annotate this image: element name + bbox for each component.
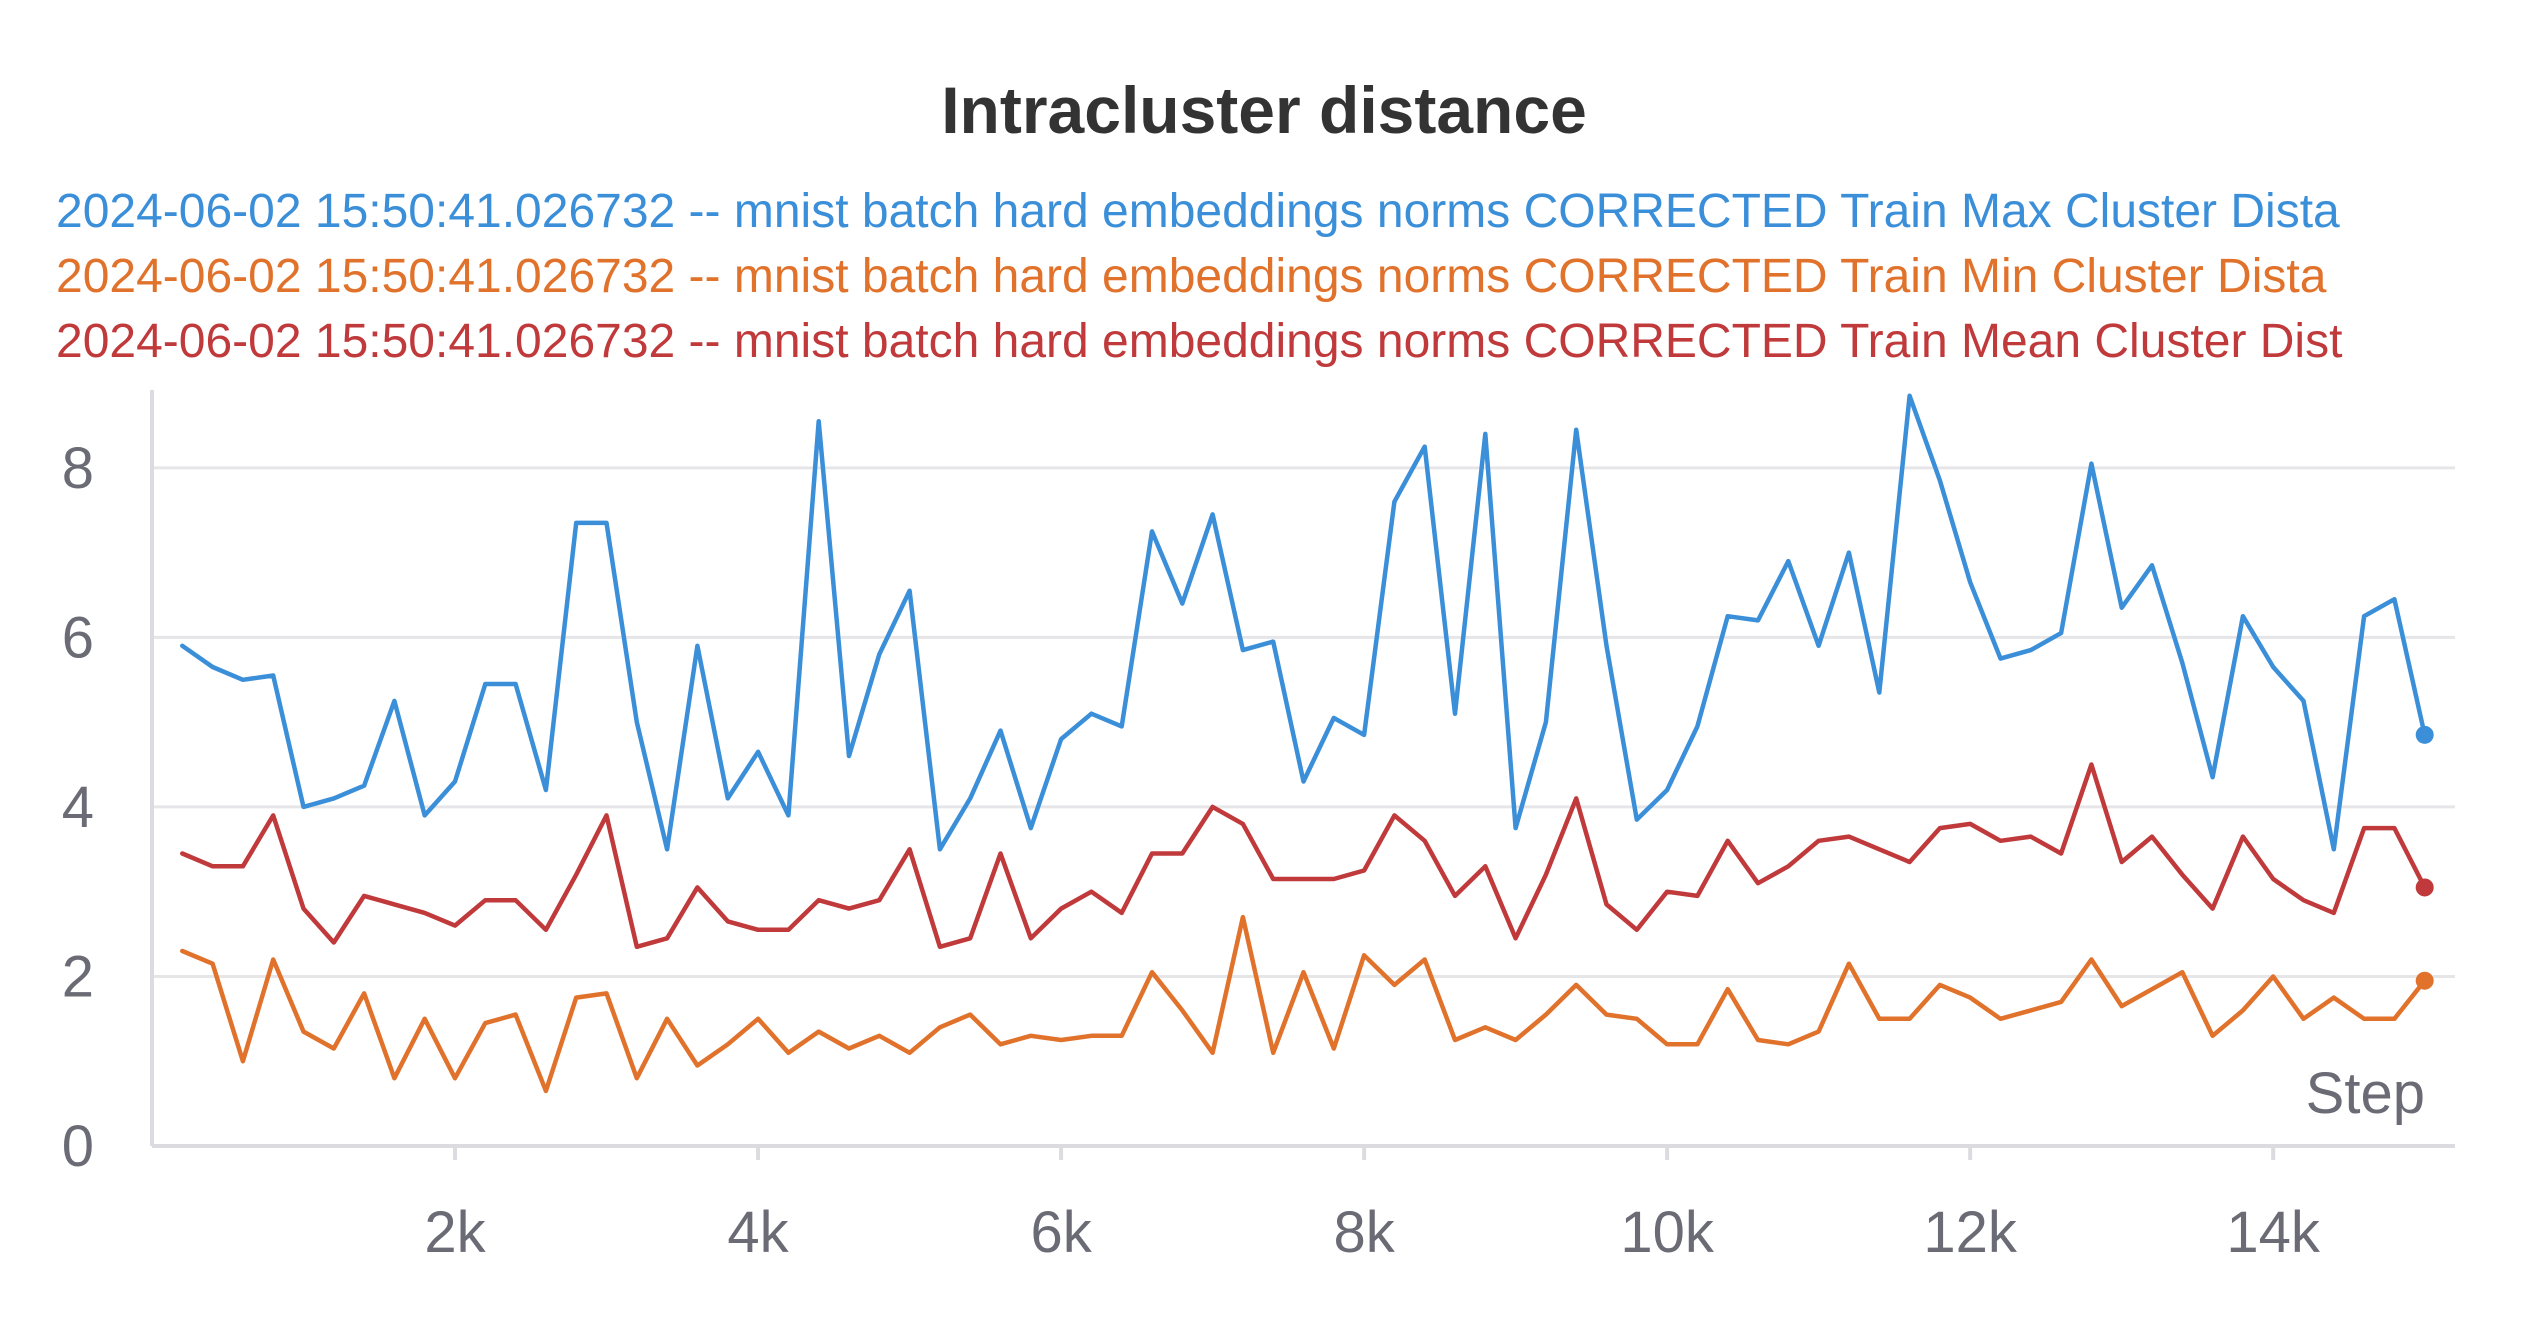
legend-entry-mean: 2024-06-02 15:50:41.026732 -- mnist batc… <box>56 315 2343 368</box>
series-line-mean <box>180 762 2427 950</box>
y-tick-label: 0 <box>62 1114 94 1179</box>
series-line-max <box>180 393 2427 852</box>
y-tick-label: 8 <box>62 436 94 501</box>
x-tick-label: 4k <box>727 1200 789 1265</box>
y-tick-label: 6 <box>62 605 94 670</box>
x-tick-label: 14k <box>2226 1200 2321 1265</box>
series-end-dot-mean <box>2415 878 2434 897</box>
legend-entry-max: 2024-06-02 15:50:41.026732 -- mnist batc… <box>56 185 2340 238</box>
legend-entry-min: 2024-06-02 15:50:41.026732 -- mnist batc… <box>56 250 2327 303</box>
y-tick-label: 2 <box>62 944 94 1009</box>
x-tick-label: 12k <box>1923 1200 2018 1265</box>
series-end-dot-max <box>2415 725 2434 744</box>
y-tick-label: 4 <box>62 775 94 840</box>
x-axis-label: Step <box>2306 1061 2425 1126</box>
x-tick-label: 10k <box>1620 1200 1715 1265</box>
series-line-min <box>180 914 2427 1094</box>
x-tick-label: 2k <box>424 1200 486 1265</box>
x-tick-label: 6k <box>1030 1200 1092 1265</box>
x-tick-label: 8k <box>1333 1200 1395 1265</box>
chart-title: Intracluster distance <box>941 73 1587 147</box>
series-end-dot-min <box>2415 971 2434 990</box>
